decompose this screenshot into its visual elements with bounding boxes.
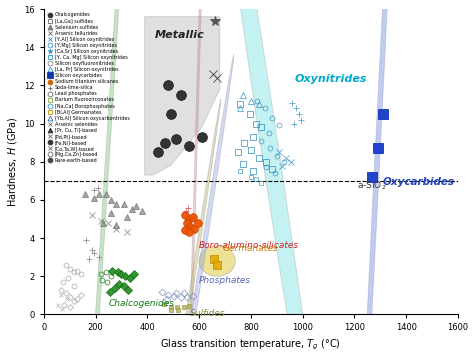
X-axis label: Glass transition temperature, $T_g$ (°C): Glass transition temperature, $T_g$ (°C) <box>160 338 341 352</box>
Text: Phosphates: Phosphates <box>199 276 251 285</box>
Ellipse shape <box>213 0 324 358</box>
Ellipse shape <box>199 246 235 276</box>
Ellipse shape <box>168 0 219 358</box>
Text: a-SiO$_2$: a-SiO$_2$ <box>357 179 386 192</box>
Ellipse shape <box>54 0 145 358</box>
Text: Sulfides: Sulfides <box>190 309 226 318</box>
Legend: Chalcogenides, [La,Ga] sulfides, Selenium sulfides, Arsenic tellurides, [Y,Al] S: Chalcogenides, [La,Ga] sulfides, Seleniu… <box>46 11 131 164</box>
Text: Chalcogenides: Chalcogenides <box>109 299 174 308</box>
Text: Boro-alumino-silicates: Boro-alumino-silicates <box>199 241 299 250</box>
Ellipse shape <box>156 99 221 358</box>
Text: Germanates: Germanates <box>222 245 278 253</box>
Ellipse shape <box>159 55 234 358</box>
Text: Oxycarbides: Oxycarbides <box>383 176 455 187</box>
Y-axis label: Hardness, $H$ (GPa): Hardness, $H$ (GPa) <box>6 116 18 207</box>
Ellipse shape <box>354 0 401 358</box>
Polygon shape <box>145 17 220 175</box>
Text: Metallic: Metallic <box>155 30 205 40</box>
Text: Oxynitrides: Oxynitrides <box>295 74 367 83</box>
